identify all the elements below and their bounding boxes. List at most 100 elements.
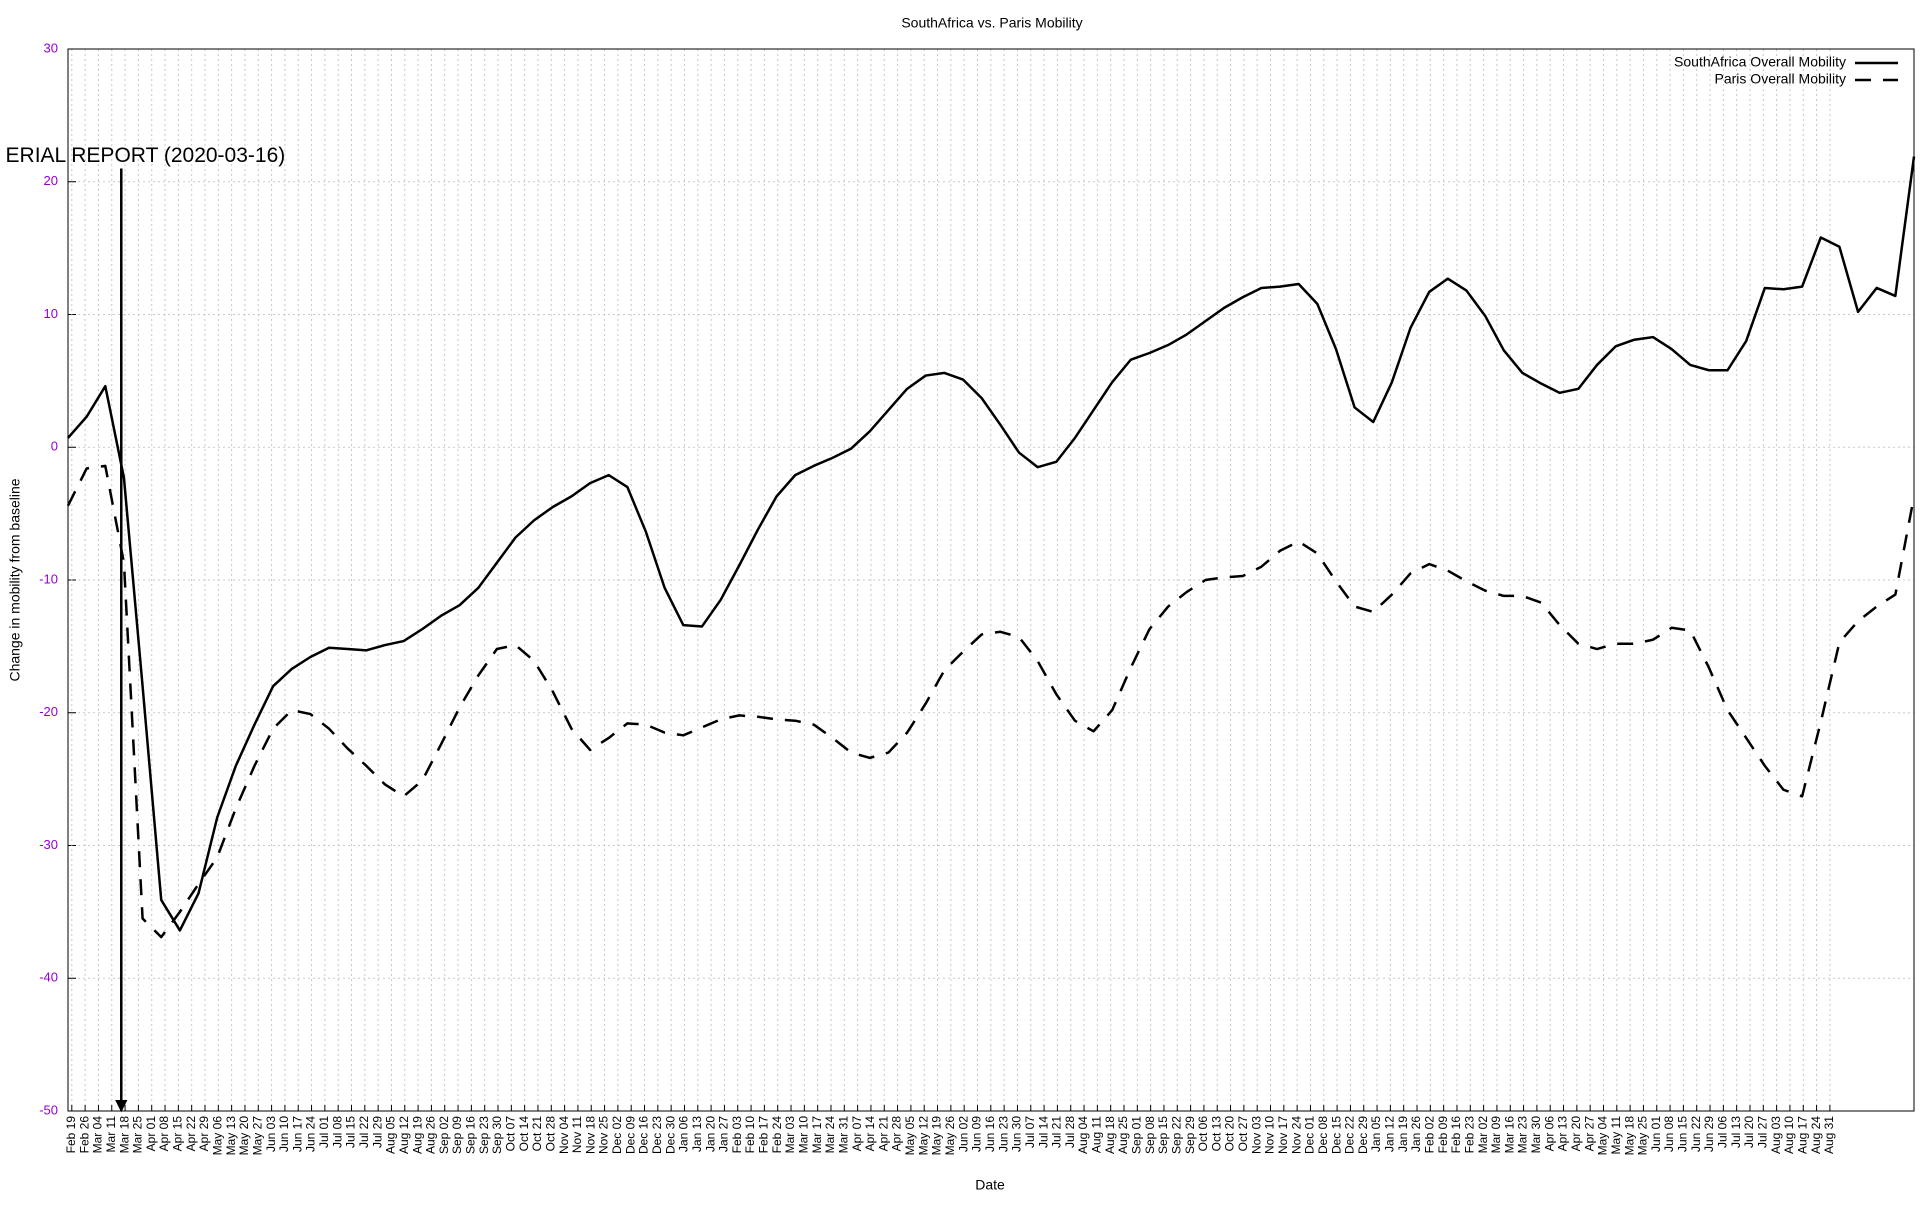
x-tick-label: May 25 [1636,1116,1650,1156]
x-tick-label: Jul 13 [1729,1116,1743,1148]
x-tick-label: Aug 12 [397,1116,411,1154]
x-tick-label: Jul 08 [330,1116,344,1148]
x-tick-label: Jun 17 [290,1116,304,1152]
x-tick-label: Jun 15 [1676,1116,1690,1152]
series-line [67,156,1916,932]
x-tick-label: Mar 18 [117,1116,131,1154]
y-tick-label: 30 [44,40,58,55]
x-tick-label: Dec 02 [610,1116,624,1154]
x-tick-label: Jul 27 [1755,1116,1769,1148]
x-tick-label: Oct 27 [1236,1116,1250,1152]
x-tick-label: Apr 22 [184,1116,198,1152]
x-tick-label: Aug 17 [1795,1116,1809,1154]
x-tick-label: Jun 09 [970,1116,984,1152]
x-tick-label: Apr 21 [876,1116,890,1152]
x-tick-label: Mar 23 [1516,1116,1530,1154]
x-tick-label: Apr 06 [1542,1116,1556,1152]
x-tick-label: Dec 15 [1329,1116,1343,1154]
x-tick-label: Sep 16 [464,1116,478,1154]
x-tick-label: Sep 22 [1169,1116,1183,1154]
x-tick-label: Sep 02 [437,1116,451,1154]
x-tick-label: Apr 20 [1569,1116,1583,1152]
x-tick-label: Apr 28 [890,1116,904,1152]
x-tick-label: Jun 22 [1689,1116,1703,1152]
x-tick-label: Jun 30 [1010,1116,1024,1152]
x-tick-label: Dec 30 [663,1116,677,1154]
x-tick-label: Dec 22 [1343,1116,1357,1154]
x-tick-label: Oct 14 [517,1116,531,1152]
x-tick-label: May 11 [1609,1116,1623,1155]
x-tick-label: Jun 02 [956,1116,970,1152]
x-tick-label: Jul 20 [1742,1116,1756,1148]
x-tick-label: Jun 16 [983,1116,997,1152]
x-tick-label: May 04 [1596,1116,1610,1156]
y-tick-label: -50 [39,1102,58,1117]
x-tick-label: Nov 04 [557,1116,571,1154]
x-tick-label: May 20 [237,1116,251,1156]
x-tick-label: Dec 08 [1316,1116,1330,1154]
legend-label: SouthAfrica Overall Mobility [1674,54,1846,70]
x-tick-label: Apr 15 [171,1116,185,1152]
x-tick-label: Dec 23 [650,1116,664,1154]
x-tick-label: Aug 31 [1822,1116,1836,1154]
y-tick-label: -10 [39,571,58,586]
x-tick-label: Jan 12 [1383,1116,1397,1152]
x-tick-label: Mar 10 [797,1116,811,1154]
x-tick-label: Mar 02 [1476,1116,1490,1154]
x-tick-label: Jan 19 [1396,1116,1410,1152]
x-tick-label: May 27 [250,1116,264,1156]
x-tick-label: Dec 01 [1303,1116,1317,1154]
y-axis-label: Change in mobility from baseline [7,478,23,681]
annotation-text: ERIAL REPORT (2020-03-16) [6,144,286,167]
x-tick-label: Oct 20 [1223,1116,1237,1152]
x-tick-label: Jul 01 [317,1116,331,1148]
x-tick-label: Feb 09 [1436,1116,1450,1154]
x-tick-label: Aug 25 [1116,1116,1130,1154]
x-tick-label: Apr 29 [197,1116,211,1152]
x-tick-label: Feb 23 [1462,1116,1476,1154]
x-tick-label: Jan 13 [690,1116,704,1152]
x-tick-label: Aug 18 [1103,1116,1117,1154]
y-tick-label: -30 [39,837,58,852]
x-tick-label: Nov 10 [1263,1116,1277,1154]
x-tick-label: Feb 17 [757,1116,771,1154]
x-tick-label: Mar 25 [131,1116,145,1154]
plot-border [67,48,1915,1112]
x-tick-label: Jul 28 [1063,1116,1077,1148]
x-tick-label: Feb 16 [1449,1116,1463,1154]
x-tick-label: Feb 26 [77,1116,91,1154]
y-tick-label: 0 [51,439,58,454]
x-tick-label: Nov 03 [1249,1116,1263,1154]
x-tick-label: Jun 08 [1662,1116,1676,1152]
x-tick-label: Jul 29 [370,1116,384,1148]
x-tick-label: Sep 15 [1156,1116,1170,1154]
x-tick-label: Sep 09 [450,1116,464,1154]
x-tick-label: Mar 03 [783,1116,797,1154]
x-tick-label: Jun 29 [1702,1116,1716,1152]
x-tick-label: Nov 17 [1276,1116,1290,1154]
x-tick-label: Jan 20 [703,1116,717,1152]
x-tick-label: Jul 22 [357,1116,371,1148]
x-tick-label: Feb 03 [730,1116,744,1154]
y-tick-label: -20 [39,704,58,719]
x-tick-label: Mar 17 [810,1116,824,1154]
x-tick-label: Oct 06 [1196,1116,1210,1152]
y-tick-label: -40 [39,970,58,985]
x-tick-label: Jun 03 [264,1116,278,1152]
x-axis-label: Date [975,1177,1005,1193]
x-tick-label: Aug 10 [1782,1116,1796,1154]
x-tick-label: Oct 21 [530,1116,544,1152]
legend-label: Paris Overall Mobility [1715,71,1846,87]
x-tick-label: Jan 05 [1369,1116,1383,1152]
x-tick-label: Feb 02 [1423,1116,1437,1154]
x-tick-label: Mar 30 [1529,1116,1543,1154]
y-tick-label: 20 [44,173,58,188]
x-tick-label: Sep 08 [1143,1116,1157,1154]
x-tick-label: Jan 06 [677,1116,691,1152]
x-tick-label: Jan 26 [1409,1116,1423,1152]
x-tick-label: Sep 01 [1129,1116,1143,1154]
x-tick-label: Aug 11 [1090,1116,1104,1153]
x-tick-label: Sep 29 [1183,1116,1197,1154]
x-tick-label: Jun 10 [277,1116,291,1152]
